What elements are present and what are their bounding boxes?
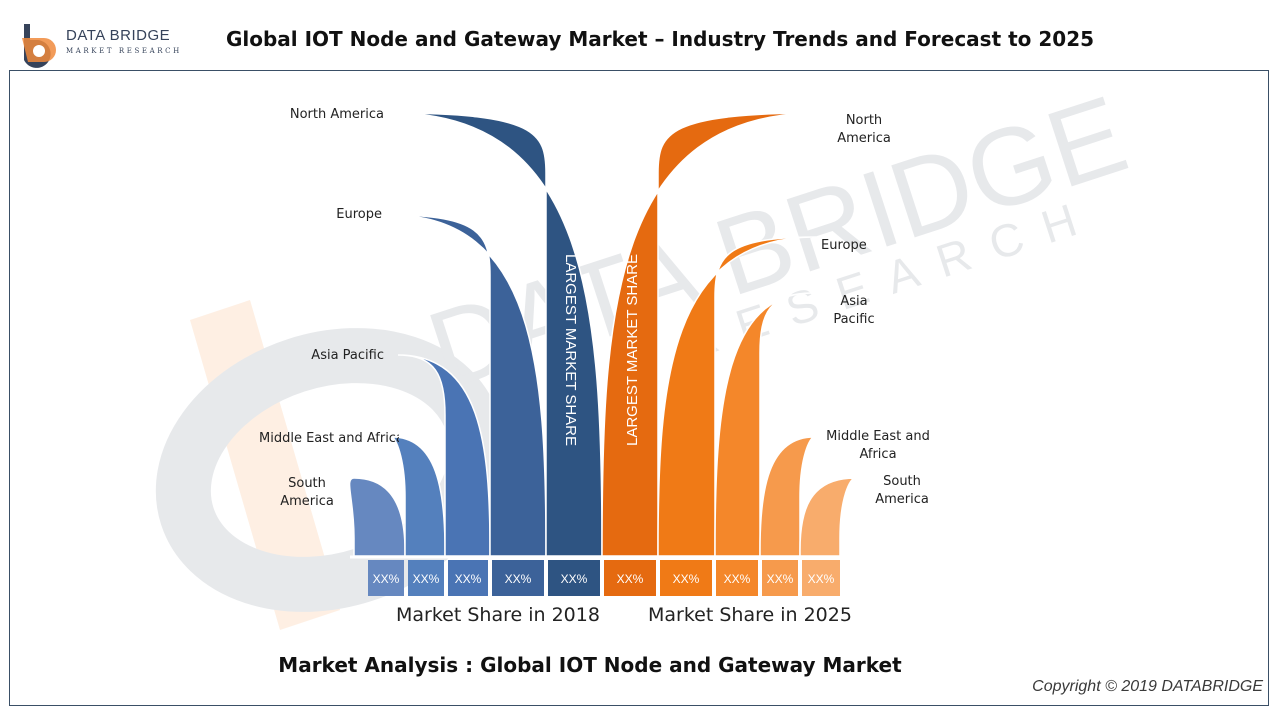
label-line: South — [883, 474, 921, 489]
petal-2025-south-america — [799, 477, 856, 557]
logo-mark-icon — [22, 24, 56, 68]
petal-2018-south-america — [348, 477, 406, 557]
share-box-2025-asia-pacific — [716, 560, 758, 596]
label-line: Pacific — [833, 312, 875, 327]
content-frame — [9, 70, 1269, 706]
share-value-2018-south-america: XX% — [373, 572, 400, 586]
petal-2025-middle-east-and-africa — [759, 436, 815, 557]
petal-2025-asia-pacific — [714, 292, 813, 557]
label-2018-south-america: South America — [272, 475, 342, 511]
label-2018-europe: Europe — [336, 207, 382, 222]
share-value-2025-asia-pacific: XX% — [724, 572, 751, 586]
logo-name: DATA BRIDGE — [66, 27, 171, 44]
share-box-2018-middle-east-and-africa — [408, 560, 444, 596]
share-value-2018-middle-east-and-africa: XX% — [413, 572, 440, 586]
label-line: North — [845, 113, 883, 128]
label-line: Middle East and — [826, 429, 930, 444]
share-value-2025-middle-east-and-africa: XX% — [767, 572, 794, 586]
share-box-2018-north-america — [548, 560, 600, 596]
label-2018-asia-pacific: Asia Pacific — [311, 348, 384, 363]
share-value-2018-asia-pacific: XX% — [455, 572, 482, 586]
label-2025-middle-east-africa: Middle East and Africa — [818, 428, 938, 464]
petal-2018-north-america — [391, 112, 603, 557]
left-group-label: Market Share in 2018 — [396, 604, 600, 626]
share-box-2018-europe — [492, 560, 544, 596]
diagram-subtitle: Market Analysis : Global IOT Node and Ga… — [278, 653, 902, 677]
share-boxes: XX% XX% XX% XX% XX% XX% XX% XX% XX% XX% — [368, 560, 840, 596]
logo-subtitle: MARKET RESEARCH — [66, 47, 182, 55]
copyright-notice: Copyright © 2019 DATABRIDGE — [1032, 678, 1263, 695]
label-line: America — [875, 492, 929, 507]
petal-2025-europe — [657, 236, 817, 557]
label-2025-south-america: South America — [862, 473, 942, 509]
label-2025-north-america: North America — [824, 112, 904, 148]
share-box-2018-south-america — [368, 560, 404, 596]
label-line: Africa — [859, 447, 897, 462]
share-value-2018-north-america: XX% — [561, 572, 588, 586]
petal-2025-north-america — [601, 112, 819, 557]
watermark-logo-bar — [190, 300, 340, 630]
share-value-2018-europe: XX% — [505, 572, 532, 586]
share-box-2025-north-america — [604, 560, 656, 596]
label-2018-north-america: North America — [289, 107, 384, 122]
share-box-2025-europe — [660, 560, 712, 596]
label-2025-europe: Europe — [821, 238, 867, 253]
label-2025-asia-pacific: Asia Pacific — [814, 293, 894, 329]
petal-2018-asia-pacific — [397, 354, 491, 557]
share-box-2025-middle-east-and-africa — [762, 560, 798, 596]
label-line: Asia — [840, 294, 868, 309]
share-value-2025-europe: XX% — [673, 572, 700, 586]
label-2018-middle-east-africa: Middle East and Africa — [259, 431, 399, 446]
share-box-2025-south-america — [802, 560, 840, 596]
region-petals — [348, 112, 856, 559]
right-group-label: Market Share in 2025 — [648, 604, 852, 626]
share-value-2025-south-america: XX% — [808, 572, 835, 586]
label-line: South — [288, 476, 326, 491]
company-logo: DATA BRIDGE MARKET RESEARCH — [14, 18, 184, 70]
share-box-2018-asia-pacific — [448, 560, 488, 596]
label-line: America — [280, 494, 334, 509]
petal-2018-europe — [389, 214, 547, 557]
left-highlight-label: LARGEST MARKET SHARE — [562, 254, 579, 446]
label-line: America — [837, 131, 891, 146]
right-highlight-label: LARGEST MARKET SHARE — [624, 254, 641, 446]
page-title: Global IOT Node and Gateway Market – Ind… — [225, 27, 1095, 51]
share-value-2025-north-america: XX% — [617, 572, 644, 586]
